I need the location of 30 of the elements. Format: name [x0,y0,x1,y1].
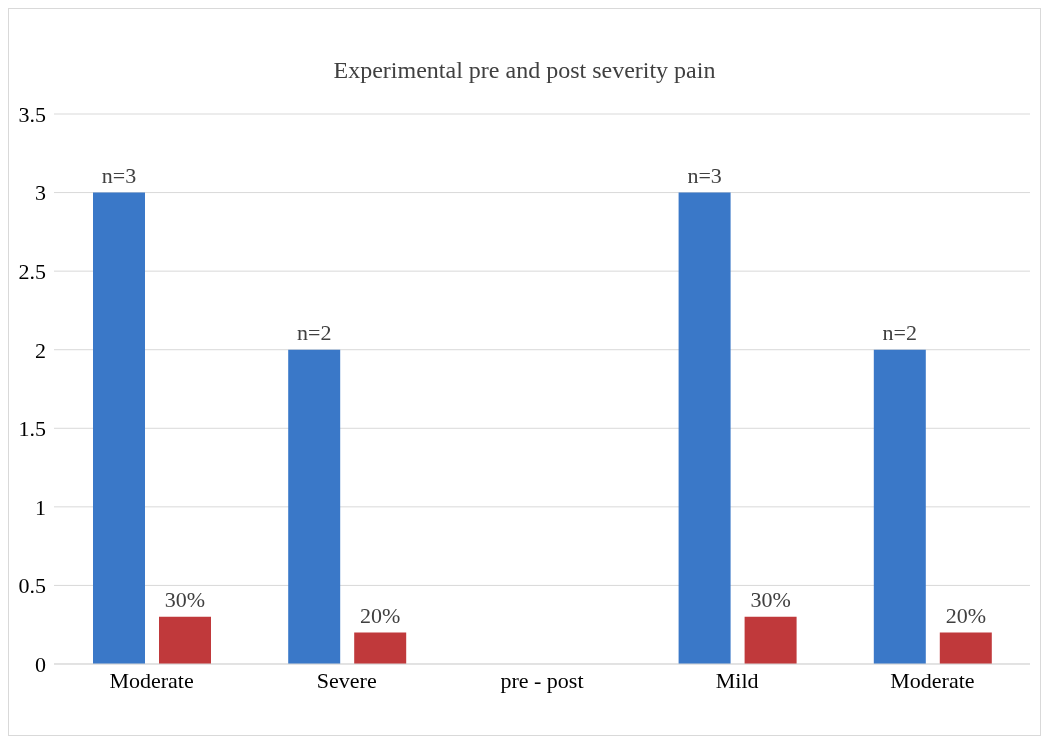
y-tick-label: 0 [35,651,46,677]
bar [939,632,992,664]
bar [678,192,731,664]
data-label: n=3 [687,162,722,188]
y-tick-label: 0.5 [18,573,46,599]
y-tick-label: 1.5 [18,416,46,442]
data-label: n=3 [101,162,137,188]
y-tick-label: 1 [35,494,46,520]
data-label: 20% [360,602,401,628]
bar [93,192,145,664]
x-tick-label: Moderate [890,667,975,693]
bar [744,616,797,664]
y-tick-label: 3 [35,180,46,206]
data-label: n=2 [882,319,918,345]
x-tick-label: pre - post [500,667,584,693]
bar [873,349,926,664]
data-label: 30% [164,586,206,612]
y-tick-label: 2.5 [18,258,46,284]
y-tick-label: 2 [35,337,46,363]
data-label: 30% [750,586,791,612]
data-label: 20% [945,602,986,628]
bar [354,632,407,664]
data-label: n=2 [296,319,332,345]
x-tick-label: Severe [316,667,377,693]
bar [288,349,341,664]
x-tick-label: Moderate [109,667,194,693]
chart-title: Experimental pre and post severity pain [332,57,717,84]
y-tick-label: 3.5 [18,101,46,127]
x-tick-label: Mild [715,667,759,693]
bar [159,616,211,664]
